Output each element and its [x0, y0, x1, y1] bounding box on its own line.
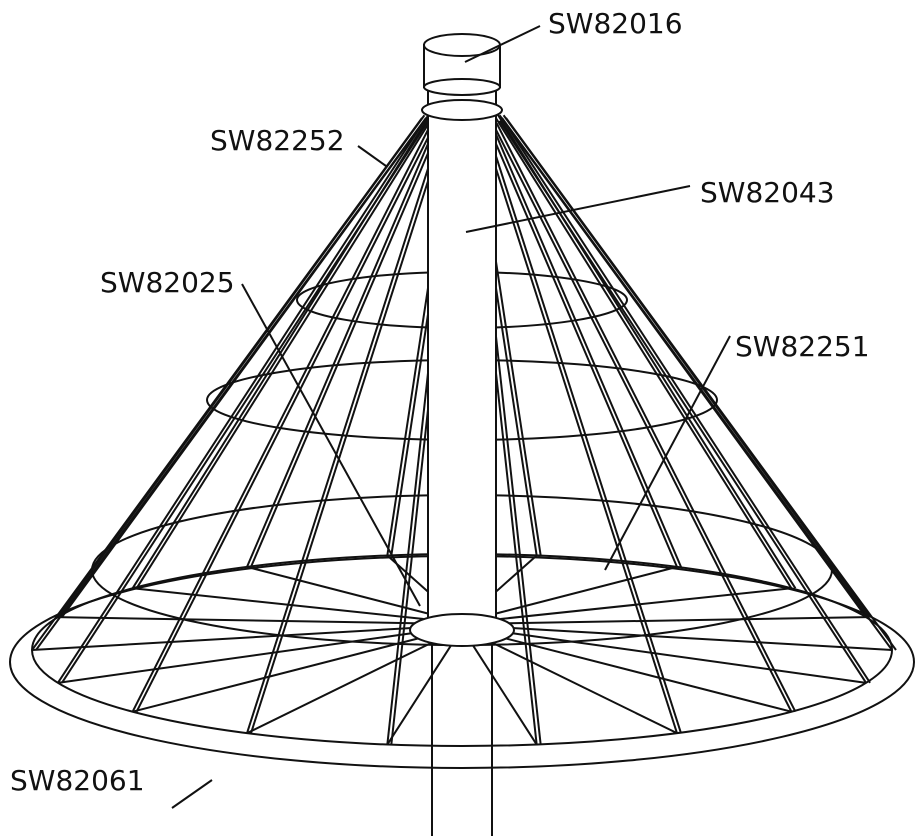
rope — [502, 120, 871, 684]
rope — [57, 114, 426, 618]
spoke — [57, 631, 416, 684]
rope — [498, 114, 867, 618]
spoke — [508, 631, 867, 684]
callout-label: SW82251 — [735, 330, 870, 363]
rope — [502, 114, 871, 618]
pole-collar — [409, 613, 515, 647]
rope — [491, 112, 793, 589]
rope — [135, 122, 437, 713]
rope — [485, 124, 682, 734]
rope — [135, 112, 437, 589]
rope — [57, 120, 426, 684]
rope — [246, 110, 443, 568]
rope — [61, 114, 430, 618]
leader-line — [465, 185, 691, 233]
callout-label: SW82043 — [700, 176, 835, 209]
rope — [131, 122, 433, 713]
spoke — [246, 565, 438, 617]
spoke — [31, 627, 413, 651]
spoke — [486, 565, 678, 617]
spoke — [57, 616, 416, 625]
leader-line — [241, 283, 421, 607]
spoke — [508, 616, 867, 625]
spoke — [486, 639, 678, 735]
rope — [481, 124, 678, 734]
cap-top — [423, 33, 501, 57]
artwork — [9, 33, 915, 836]
cap-bottom — [423, 78, 501, 96]
spoke — [469, 641, 538, 746]
leader-line — [171, 779, 213, 809]
rope — [131, 112, 433, 589]
rope — [250, 124, 447, 734]
leader-line — [604, 335, 731, 571]
spoke — [500, 636, 792, 713]
spoke — [386, 641, 455, 746]
callouts: SW82016 SW82252 SW82043 SW82025 SW82251 … — [10, 7, 870, 809]
rope — [246, 124, 443, 734]
spoke — [246, 639, 438, 735]
rope — [495, 122, 797, 713]
callout-label: SW82016 — [548, 7, 683, 40]
callout-label: SW82025 — [100, 266, 235, 299]
callout-label: SW82252 — [210, 124, 345, 157]
leader-line — [357, 145, 387, 167]
callout-label: SW82061 — [10, 764, 145, 797]
spoke — [132, 636, 424, 713]
rope — [481, 110, 678, 568]
rope — [495, 112, 797, 589]
leader-line — [464, 25, 541, 63]
spoke — [500, 587, 792, 620]
rope — [485, 110, 682, 568]
spoke — [511, 627, 893, 651]
pole-collar — [421, 99, 503, 121]
rope — [491, 122, 793, 713]
pole — [427, 79, 497, 626]
rope — [250, 110, 447, 568]
spoke — [132, 587, 424, 620]
